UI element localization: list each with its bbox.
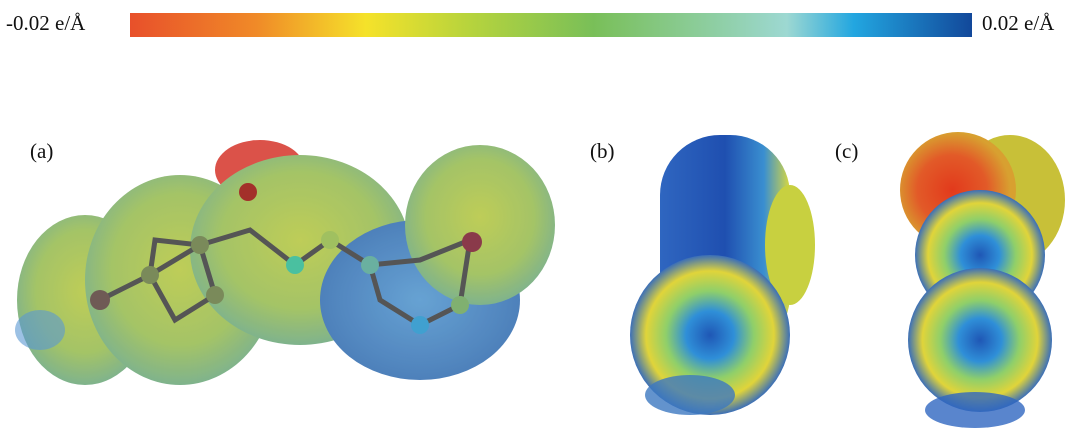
colorbar-max-label: 0.02 e/Å [982, 11, 1055, 35]
molecule-surface-a [15, 140, 555, 385]
colorbar [130, 13, 972, 37]
panel-label: (b) [590, 139, 615, 163]
atom-balls-a [90, 183, 482, 334]
panel-label: (c) [835, 139, 858, 163]
panel-label: (a) [30, 139, 53, 163]
molecule-surface-b [630, 135, 815, 415]
molecule-surface-c [900, 132, 1065, 428]
colorbar-min-label: -0.02 e/Å [6, 11, 86, 35]
